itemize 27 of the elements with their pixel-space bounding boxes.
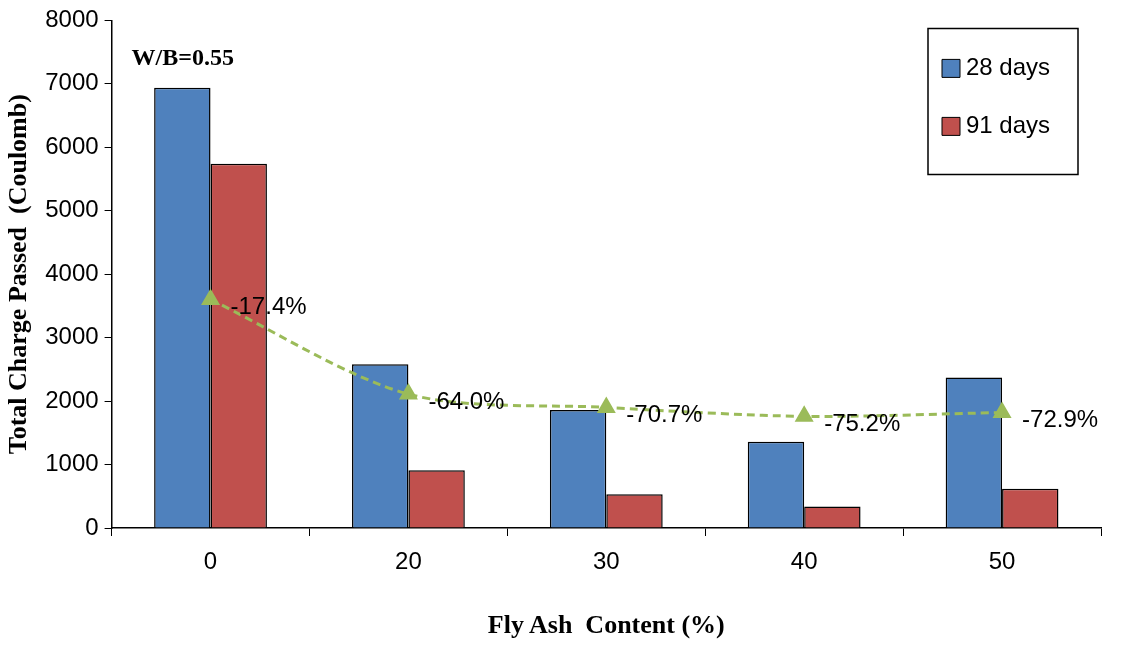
x-tick-label: 30 [592,547,620,575]
y-tick-label: 6000 [45,131,99,159]
y-axis-title: Total Charge Passed (Coulomb) [3,94,33,455]
point [993,403,1011,419]
y-tick-label: 2000 [45,385,99,413]
annotation: -70.7% [626,400,703,428]
legend-label: 91 days [966,111,1051,139]
point [597,397,615,413]
x-tick-label: 50 [988,547,1016,575]
x-axis-title: Fly Ash Content (%) [487,610,725,640]
annotation: -72.9% [1022,405,1099,433]
x-tick-label: 40 [790,547,818,575]
y-tick-label: 3000 [45,322,99,350]
y-tick-label: 0 [85,512,99,540]
x-tick-label: 20 [395,547,422,575]
point [202,290,219,306]
x-tick-label: 0 [203,547,218,575]
annotation: W/B=0.55 [131,43,234,70]
legend-label: 28 days [966,53,1051,81]
point [795,406,813,422]
y-tick-label: 8000 [45,5,99,33]
point [399,384,417,400]
y-tick-label: 4000 [45,258,99,286]
annotation: -75.2% [824,408,901,436]
y-tick-label: 1000 [45,449,99,477]
y-tick-label: 5000 [45,195,99,223]
y-tick-label: 7000 [45,68,99,96]
